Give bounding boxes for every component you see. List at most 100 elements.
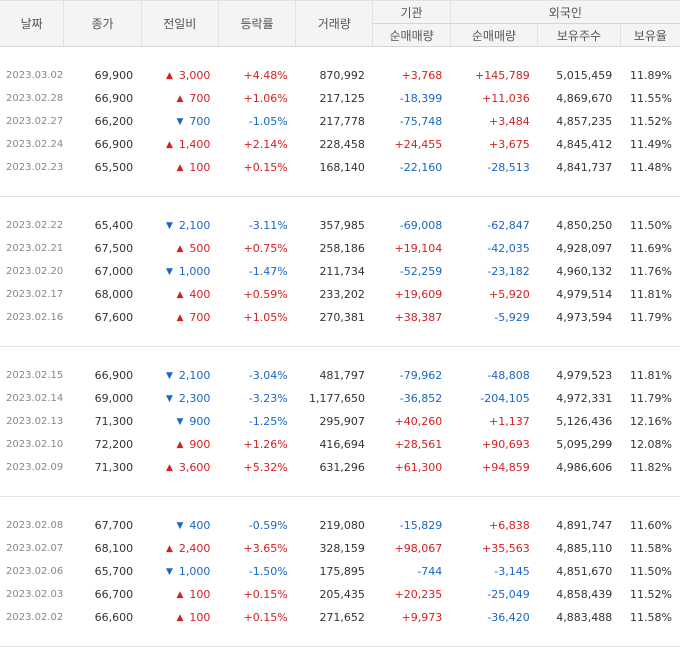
cell-volume: 205,435: [296, 583, 373, 606]
cell-inst-net: +40,260: [373, 410, 450, 433]
cell-diff: ▲500: [141, 237, 218, 260]
cell-foreign-net: -48,808: [450, 364, 538, 387]
cell-volume: 270,381: [296, 306, 373, 329]
diff-value: 700: [189, 311, 210, 324]
arrow-up-icon: ▲: [176, 313, 183, 323]
cell-foreign-net: +6,838: [450, 514, 538, 537]
cell-foreign-ratio: 11.58%: [620, 537, 680, 560]
diff-value: 900: [189, 415, 210, 428]
cell-foreign-net: -204,105: [450, 387, 538, 410]
cell-rate: +4.48%: [218, 64, 295, 87]
cell-close: 71,300: [64, 410, 141, 433]
cell-volume: 631,296: [296, 456, 373, 479]
cell-volume: 481,797: [296, 364, 373, 387]
cell-inst-net: +28,561: [373, 433, 450, 456]
cell-foreign-ratio: 11.60%: [620, 514, 680, 537]
cell-inst-net: -744: [373, 560, 450, 583]
cell-foreign-net: +90,693: [450, 433, 538, 456]
cell-foreign-hold: 4,986,606: [538, 456, 620, 479]
cell-inst-net: +3,768: [373, 64, 450, 87]
cell-volume: 271,652: [296, 606, 373, 629]
cell-date: 2023.02.20: [0, 260, 64, 283]
cell-foreign-ratio: 11.81%: [620, 283, 680, 306]
cell-volume: 168,140: [296, 156, 373, 179]
cell-diff: ▲1,400: [141, 133, 218, 156]
cell-volume: 228,458: [296, 133, 373, 156]
diff-value: 100: [189, 588, 210, 601]
cell-diff: ▼ 2,300: [141, 387, 218, 410]
cell-date: 2023.02.02: [0, 606, 64, 629]
cell-close: 66,700: [64, 583, 141, 606]
cell-rate: +1.26%: [218, 433, 295, 456]
cell-foreign-net: -23,182: [450, 260, 538, 283]
cell-rate: -1.50%: [218, 560, 295, 583]
cell-rate: +0.59%: [218, 283, 295, 306]
header-inst-net: 순매매량: [373, 24, 450, 47]
cell-foreign-net: -3,145: [450, 560, 538, 583]
cell-foreign-hold: 4,891,747: [538, 514, 620, 537]
cell-date: 2023.02.07: [0, 537, 64, 560]
cell-rate: -3.11%: [218, 214, 295, 237]
cell-volume: 175,895: [296, 560, 373, 583]
arrow-down-icon: ▼: [166, 394, 173, 404]
cell-date: 2023.02.28: [0, 87, 64, 110]
cell-close: 65,400: [64, 214, 141, 237]
cell-close: 67,000: [64, 260, 141, 283]
cell-diff: ▼900: [141, 410, 218, 433]
diff-value: 700: [189, 92, 210, 105]
diff-value: 2,300: [179, 392, 211, 405]
cell-rate: -3.23%: [218, 387, 295, 410]
cell-rate: -1.05%: [218, 110, 295, 133]
cell-foreign-ratio: 12.08%: [620, 433, 680, 456]
cell-close: 72,200: [64, 433, 141, 456]
cell-foreign-ratio: 11.49%: [620, 133, 680, 156]
cell-foreign-ratio: 11.76%: [620, 260, 680, 283]
diff-value: 3,000: [179, 69, 211, 82]
cell-rate: -3.04%: [218, 364, 295, 387]
cell-diff: ▲700: [141, 87, 218, 110]
cell-close: 66,900: [64, 87, 141, 110]
cell-date: 2023.02.06: [0, 560, 64, 583]
diff-value: 100: [189, 161, 210, 174]
header-foreign-net: 순매매량: [450, 24, 538, 47]
arrow-up-icon: ▲: [166, 71, 173, 81]
cell-inst-net: +24,455: [373, 133, 450, 156]
cell-diff: ▲100: [141, 606, 218, 629]
cell-volume: 328,159: [296, 537, 373, 560]
cell-foreign-net: +145,789: [450, 64, 538, 87]
cell-rate: +5.32%: [218, 456, 295, 479]
cell-rate: -0.59%: [218, 514, 295, 537]
header-diff: 전일비: [141, 1, 218, 47]
cell-foreign-hold: 4,928,097: [538, 237, 620, 260]
cell-rate: +2.14%: [218, 133, 295, 156]
diff-value: 500: [189, 242, 210, 255]
cell-date: 2023.02.17: [0, 283, 64, 306]
cell-date: 2023.02.13: [0, 410, 64, 433]
cell-foreign-net: +35,563: [450, 537, 538, 560]
cell-diff: ▼1,000: [141, 260, 218, 283]
cell-volume: 219,080: [296, 514, 373, 537]
cell-foreign-ratio: 11.69%: [620, 237, 680, 260]
cell-close: 66,200: [64, 110, 141, 133]
cell-rate: +0.15%: [218, 583, 295, 606]
cell-inst-net: +38,387: [373, 306, 450, 329]
cell-foreign-hold: 4,850,250: [538, 214, 620, 237]
cell-volume: 217,778: [296, 110, 373, 133]
cell-foreign-ratio: 11.55%: [620, 87, 680, 110]
cell-foreign-ratio: 11.79%: [620, 387, 680, 410]
cell-diff: ▲ 700: [141, 306, 218, 329]
arrow-up-icon: ▲: [166, 140, 173, 150]
cell-foreign-ratio: 11.50%: [620, 214, 680, 237]
cell-volume: 357,985: [296, 214, 373, 237]
cell-close: 66,600: [64, 606, 141, 629]
diff-value: 1,000: [179, 265, 211, 278]
cell-foreign-net: +3,484: [450, 110, 538, 133]
